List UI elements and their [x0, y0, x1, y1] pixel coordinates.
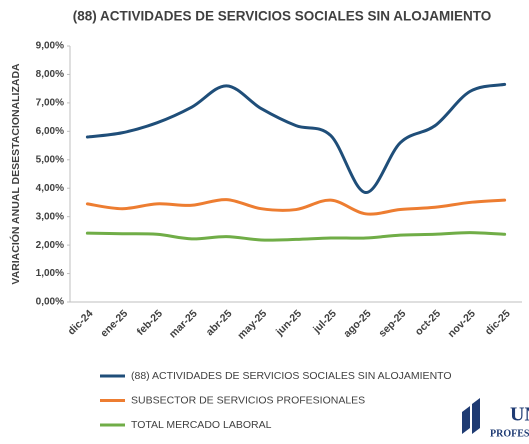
y-tick-label: 3,00% [36, 211, 64, 222]
series-line [85, 82, 507, 194]
x-tick-label: ene-25 [98, 307, 130, 339]
logo-text: UNIÓ [510, 402, 529, 426]
x-tick-label: ago-25 [341, 307, 374, 340]
y-tick-label: 6,00% [36, 126, 64, 137]
x-tick-label: dic-24 [66, 307, 96, 337]
x-tick-label: mar-25 [167, 308, 200, 341]
x-tick-label: dic-25 [483, 307, 513, 337]
y-tick-label: 9,00% [36, 41, 64, 52]
y-tick-label: 7,00% [36, 98, 64, 109]
x-tick-label: feb-25 [135, 307, 165, 337]
x-tick-label: may-25 [235, 307, 269, 341]
logo-text: PROFESIO [490, 428, 529, 439]
x-tick-label: abr-25 [204, 307, 235, 338]
legend-label: SUBSECTOR DE SERVICIOS PROFESIONALES [131, 394, 365, 406]
y-tick-label: 2,00% [36, 240, 64, 251]
legend-label: TOTAL MERCADO LABORAL [131, 419, 272, 431]
y-tick-label: 5,00% [36, 154, 64, 165]
x-tick-label: jul-25 [310, 307, 339, 336]
x-tick-label: nov-25 [446, 307, 479, 340]
x-tick-label: sep-25 [376, 307, 408, 339]
series-line [85, 198, 507, 216]
y-tick-label: 4,00% [36, 183, 64, 194]
y-tick-label: 0,00% [36, 297, 64, 308]
series-line [85, 231, 507, 242]
y-axis-label: VARIACIÓN ANUAL DESESTACIONALIZADA [9, 63, 22, 285]
y-tick-label: 8,00% [36, 69, 64, 80]
chart-title: (88) ACTIVIDADES DE SERVICIOS SOCIALES S… [73, 9, 492, 24]
x-tick-label: oct-25 [413, 307, 443, 337]
x-tick-label: jun-25 [273, 307, 304, 338]
logo-icon [462, 398, 480, 434]
y-tick-label: 1,00% [36, 268, 64, 279]
legend-label: (88) ACTIVIDADES DE SERVICIOS SOCIALES S… [131, 370, 452, 382]
